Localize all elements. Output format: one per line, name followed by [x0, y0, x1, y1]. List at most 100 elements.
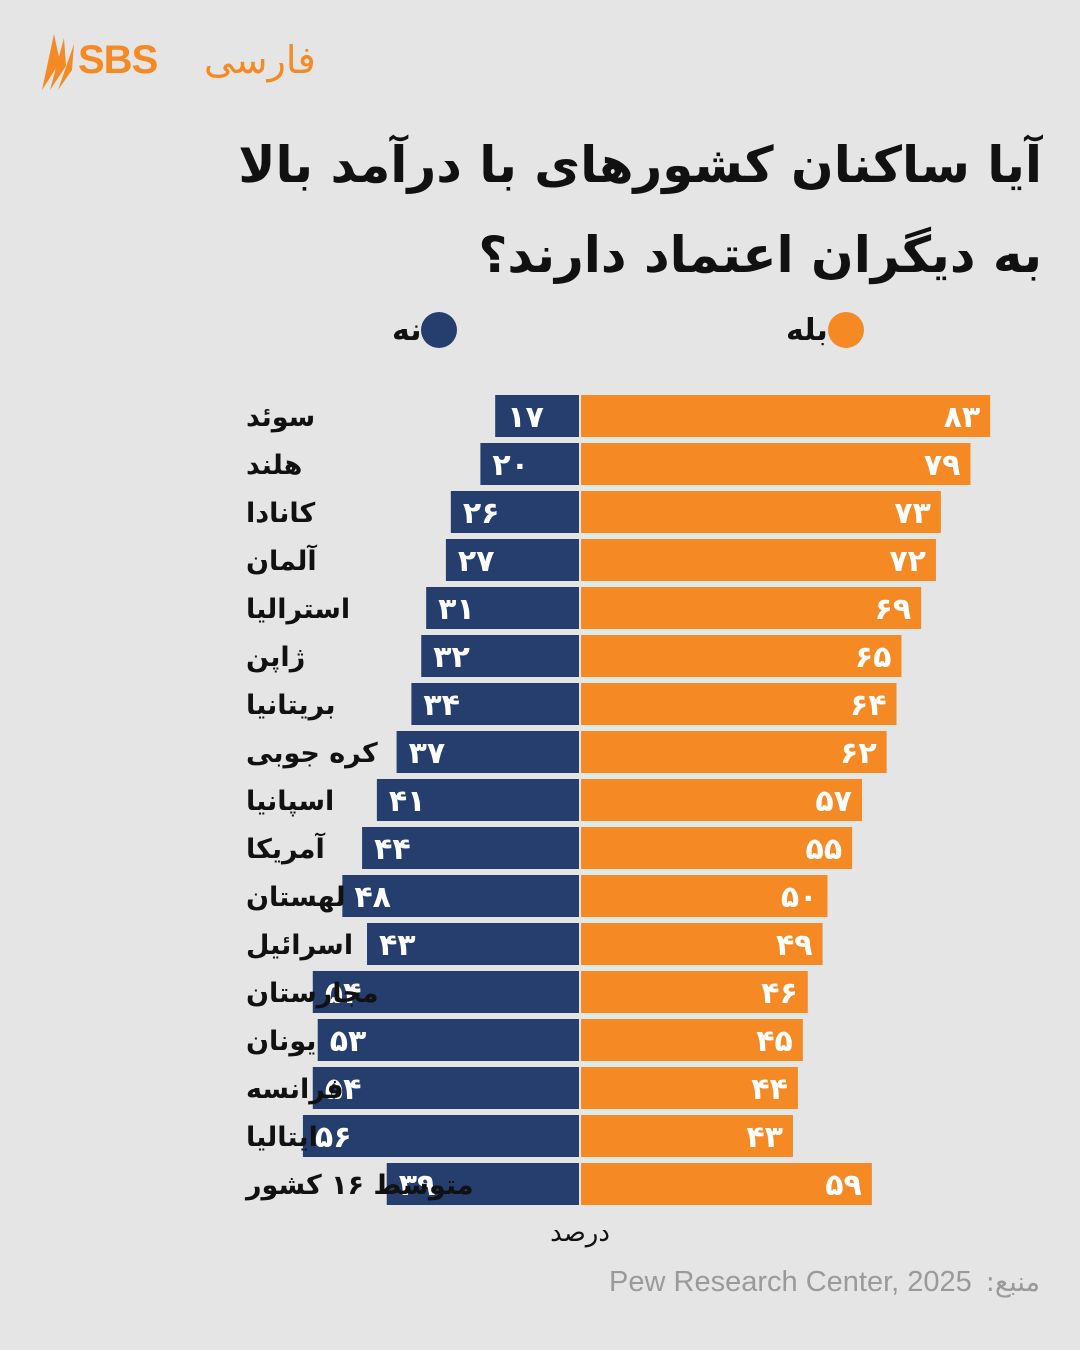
bar-yes-16 [581, 1163, 872, 1205]
bar-no-7 [396, 731, 579, 773]
category-label-1: هلند [246, 450, 302, 481]
label-yes-10: ۵۰ [781, 880, 818, 915]
category-label-9: آمریکا [246, 832, 325, 865]
label-yes-5: ۶۵ [855, 640, 892, 675]
bar-yes-12 [581, 971, 808, 1013]
label-no-9: ۴۴ [374, 832, 411, 867]
bar-no-15 [302, 1115, 579, 1157]
label-no-5: ۳۲ [433, 640, 470, 675]
bar-yes-14 [581, 1067, 798, 1109]
source-note: Pew Research Center, 2025 منبع: [609, 1266, 1040, 1299]
bar-yes-15 [581, 1115, 793, 1157]
chart-title-line1: آیا ساکنان کشورهای با درآمد بالا [238, 136, 1042, 194]
label-no-15: ۵۶ [315, 1120, 352, 1155]
label-yes-3: ۷۲ [889, 544, 926, 579]
bar-yes-8 [581, 779, 863, 821]
label-no-11: ۴۳ [379, 928, 416, 963]
bar-no-2 [450, 491, 579, 533]
legend-no-swatch [421, 312, 458, 348]
label-no-16: ۳۹ [399, 1168, 436, 1203]
label-no-13: ۵۳ [330, 1024, 367, 1059]
category-label-6: بریتانیا [246, 690, 336, 721]
bar-yes-6 [581, 683, 897, 725]
legend-yes-label: بله [786, 312, 828, 348]
bar-no-0 [495, 395, 579, 437]
bar-no-10 [342, 875, 579, 917]
bar-no-13 [317, 1019, 579, 1061]
label-yes-11: ۴۹ [776, 928, 813, 963]
logo-sbs-text: SBS [78, 38, 158, 82]
label-yes-13: ۴۵ [756, 1024, 793, 1059]
bar-no-6 [411, 683, 579, 725]
sbs-farsi-logo: SBS فارسی [38, 30, 318, 94]
label-yes-1: ۷۹ [924, 448, 961, 483]
sbs-flame-icon [42, 34, 74, 90]
label-no-4: ۳۱ [438, 592, 475, 627]
category-label-7: کره جوبی [246, 738, 378, 769]
x-axis-label: درصد [550, 1218, 610, 1248]
category-label-4: استرالیا [246, 594, 350, 625]
label-yes-16: ۵۹ [825, 1168, 862, 1203]
category-label-5: ژاپن [246, 642, 305, 673]
bar-no-14 [312, 1067, 579, 1109]
bar-no-12 [312, 971, 579, 1013]
bar-yes-0 [581, 395, 991, 437]
bar-yes-1 [581, 443, 971, 485]
bar-yes-7 [581, 731, 887, 773]
category-label-11: اسرائیل [246, 930, 353, 961]
label-yes-8: ۵۷ [815, 784, 852, 819]
label-yes-7: ۶۲ [840, 736, 877, 771]
label-no-6: ۳۴ [423, 688, 460, 723]
label-no-0: ۱۷ [507, 400, 544, 435]
trust-bar-chart: ۱۷ ۸۳ سوئد ۲۰ ۷۹ هلند ۲۶ ۷۳ کانادا ۲۷ ۷۲ آلمان ۳۱ ۶۹ ا… [244, 395, 991, 1205]
label-no-3: ۲۷ [458, 544, 495, 579]
bar-no-8 [376, 779, 579, 821]
category-label-14: فرانسه [246, 1074, 344, 1105]
chart-title: آیا ساکنان کشورهای با درآمد بالا به دیگر… [62, 120, 1042, 300]
label-yes-6: ۶۴ [850, 688, 887, 723]
label-yes-14: ۴۴ [751, 1072, 788, 1107]
label-yes-15: ۴۳ [746, 1120, 783, 1155]
chart-title-line2: به دیگران اعتماد دارند؟ [478, 226, 1042, 284]
label-no-7: ۳۷ [409, 736, 446, 771]
label-no-14: ۵۴ [325, 1072, 362, 1107]
category-label-13: یونان [246, 1026, 316, 1057]
logo-farsi-text: فارسی [204, 38, 316, 82]
category-label-2: کانادا [246, 498, 316, 529]
label-yes-2: ۷۳ [894, 496, 931, 531]
label-no-1: ۲۰ [492, 448, 529, 483]
bar-no-3 [445, 539, 579, 581]
category-label-0: سوئد [246, 402, 315, 433]
label-yes-9: ۵۵ [806, 832, 843, 867]
bar-yes-11 [581, 923, 823, 965]
label-yes-12: ۴۶ [761, 976, 798, 1011]
category-label-16: متوسط ۱۶ کشور [244, 1170, 474, 1201]
bar-no-16 [386, 1163, 579, 1205]
category-label-12: مجارستان [246, 978, 379, 1009]
bar-yes-4 [581, 587, 922, 629]
bar-no-5 [421, 635, 579, 677]
bar-yes-2 [581, 491, 941, 533]
bar-no-1 [480, 443, 579, 485]
label-yes-0: ۸۳ [944, 400, 981, 435]
bar-no-11 [367, 923, 579, 965]
bar-yes-10 [581, 875, 828, 917]
legend-no-label: نه [392, 312, 422, 348]
bar-yes-9 [581, 827, 853, 869]
bar-no-9 [362, 827, 579, 869]
label-no-8: ۴۱ [389, 784, 426, 819]
category-label-8: اسپانیا [246, 786, 334, 817]
legend-no: نه [378, 308, 458, 352]
label-yes-4: ۶۹ [875, 592, 912, 627]
bar-no-4 [426, 587, 579, 629]
bar-yes-13 [581, 1019, 803, 1061]
category-label-10: لهستان [246, 882, 346, 913]
legend-yes: بله [772, 308, 864, 352]
label-no-12: ۵۴ [325, 976, 362, 1011]
legend-yes-swatch [827, 312, 864, 348]
bar-yes-3 [581, 539, 936, 581]
source-text: Pew Research Center, 2025 [609, 1266, 972, 1298]
bar-yes-5 [581, 635, 902, 677]
source-label: منبع: [985, 1267, 1040, 1298]
category-label-15: ایتالیا [246, 1122, 318, 1153]
